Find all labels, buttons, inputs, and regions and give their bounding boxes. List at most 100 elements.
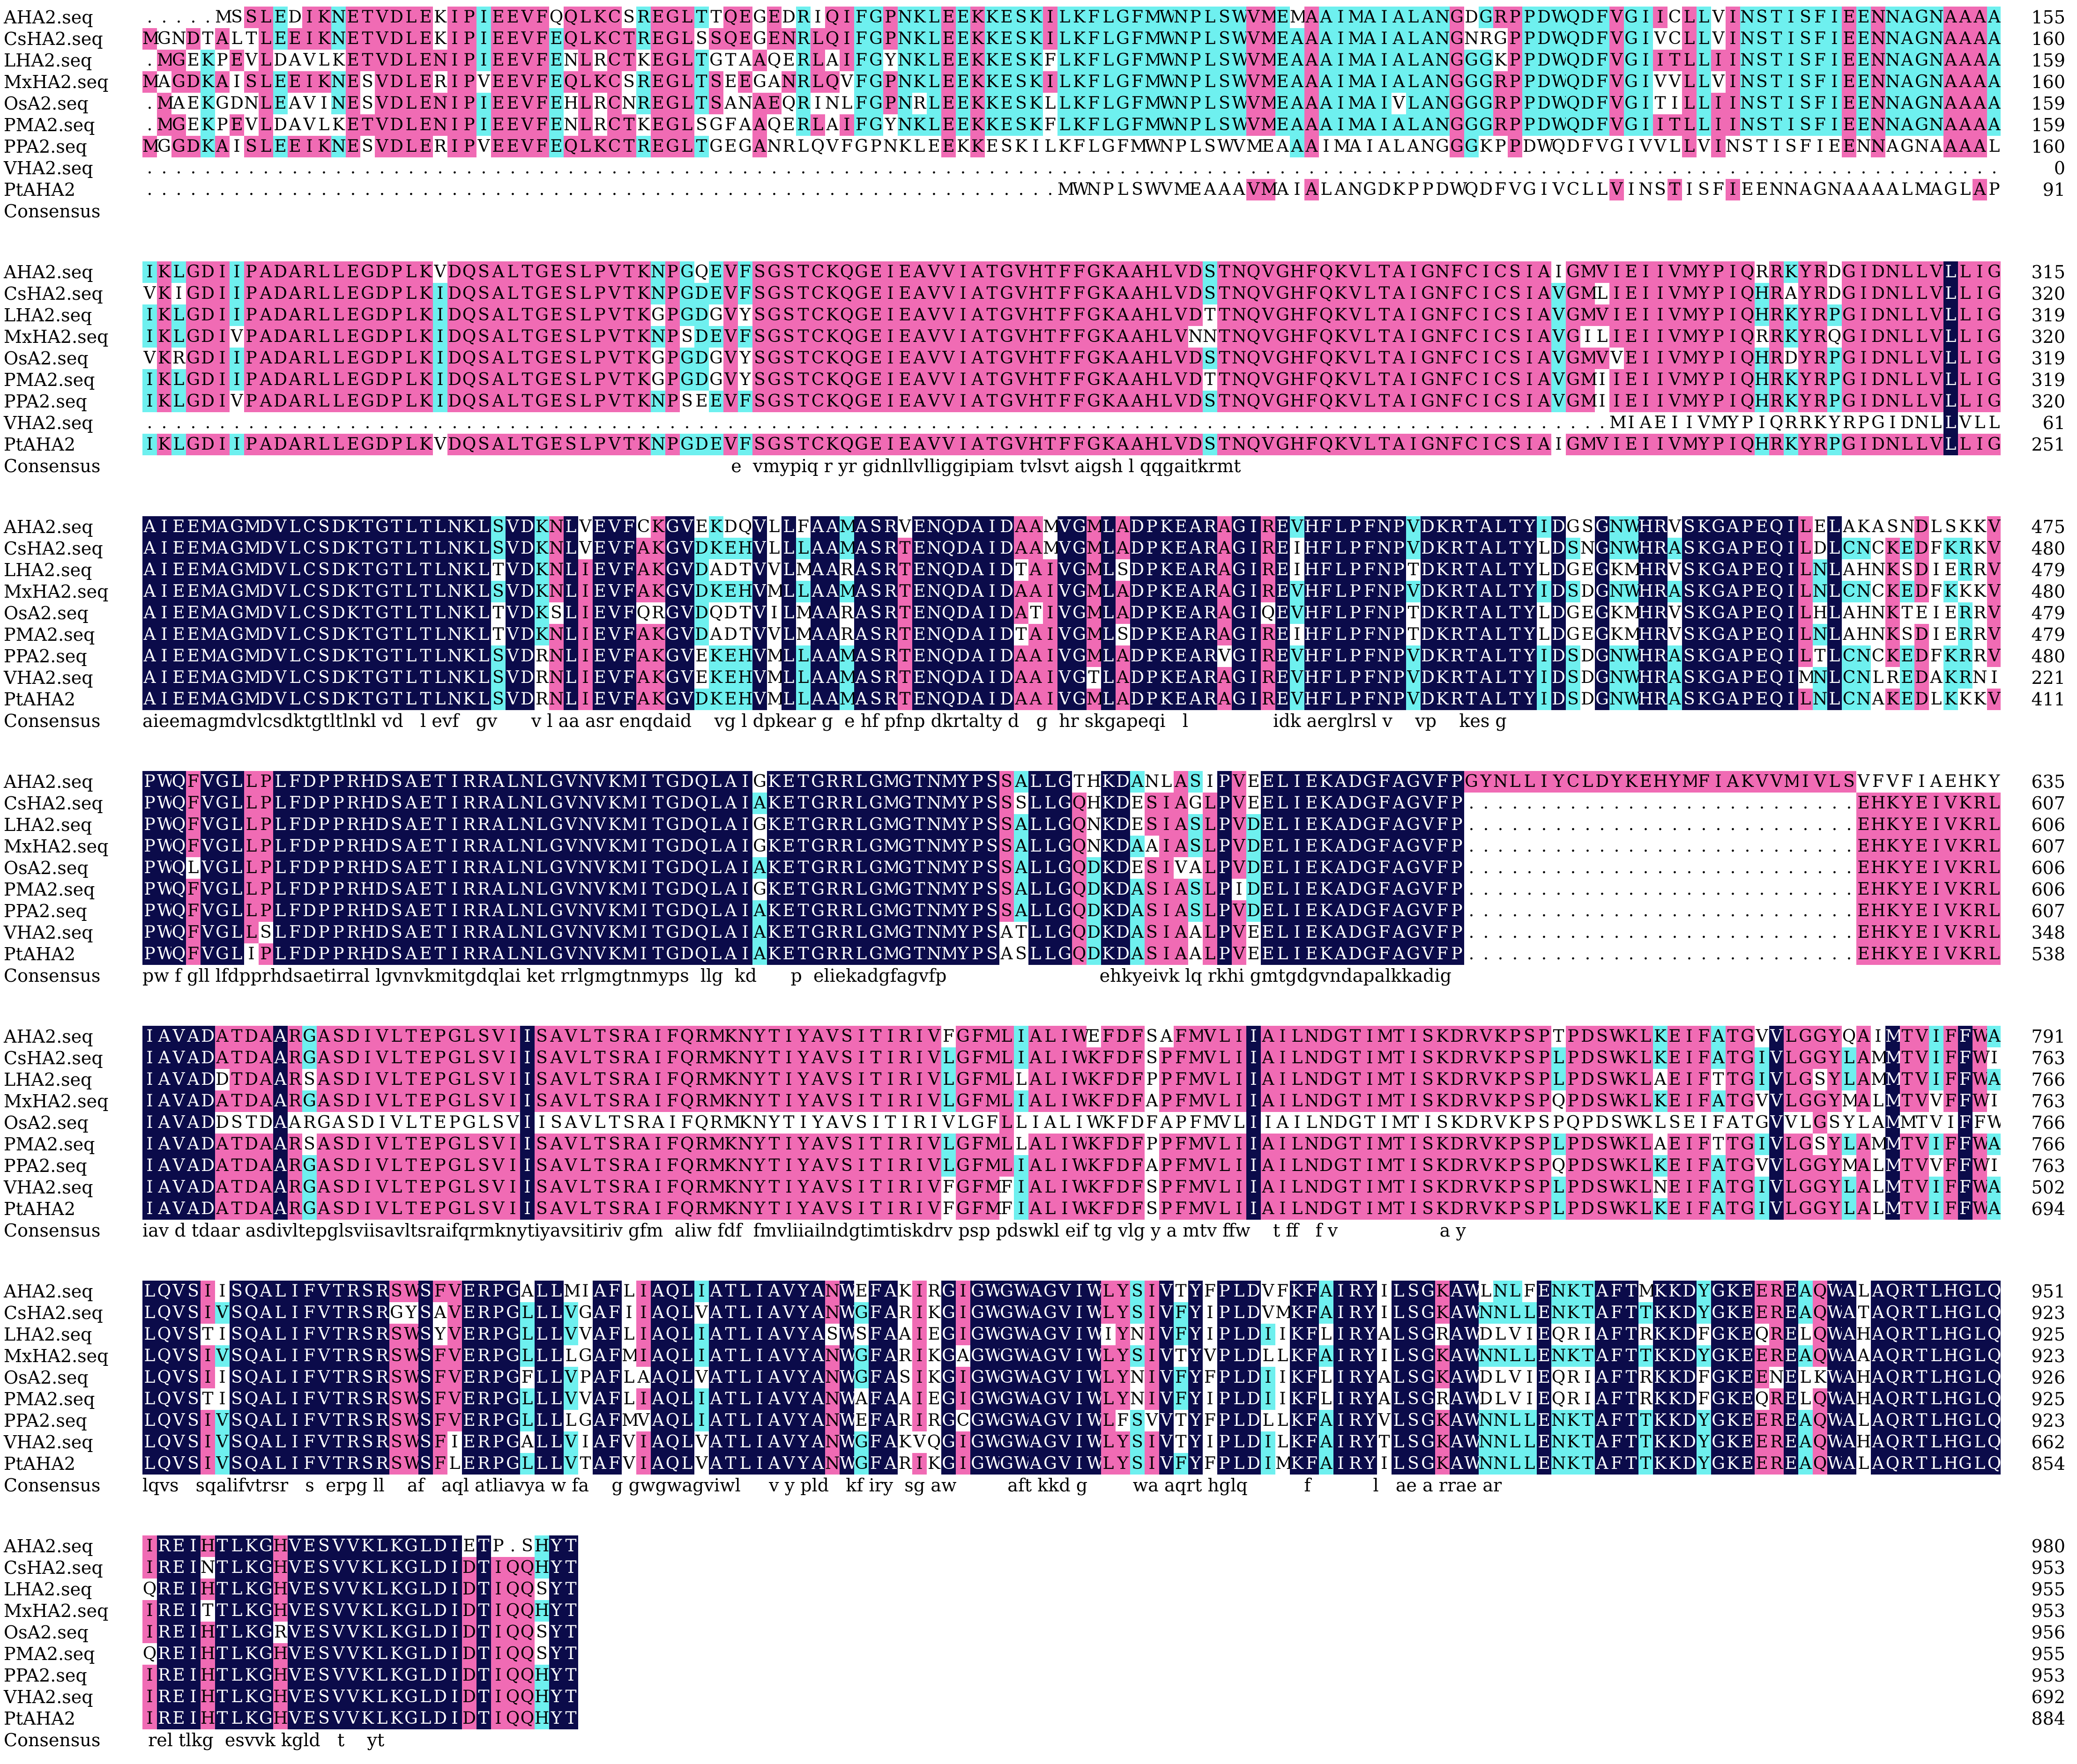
sequence-name: PtAHA2: [4, 689, 76, 710]
sequence-residues: ........................................…: [142, 179, 2001, 200]
residue-count: 662: [2031, 1432, 2065, 1453]
residue-count: 766: [2031, 1069, 2065, 1090]
consensus-sequence: e vmypiq r yr gidnllvlliggipiam tvlsvt a…: [142, 456, 1241, 476]
sequence-name: PMA2.seq: [4, 1134, 95, 1155]
residue-count: 319: [2031, 348, 2065, 369]
sequence-name: LHA2.seq: [4, 1324, 92, 1345]
consensus-sequence: rel tlkg esvvk kgld t yt: [142, 1730, 385, 1750]
residue-count: 953: [2031, 1665, 2065, 1686]
sequence-name: VHA2.seq: [4, 158, 93, 178]
residue-count: 320: [2031, 326, 2065, 347]
sequence-name: LHA2.seq: [4, 560, 92, 580]
sequence-name: PtAHA2: [4, 179, 76, 200]
sequence-name: PtAHA2: [4, 434, 76, 455]
residue-count: 319: [2031, 305, 2065, 326]
residue-count: 951: [2031, 1281, 2065, 1302]
sequence-name: AHA2.seq: [4, 7, 93, 28]
sequence-name: MxHA2.seq: [4, 836, 109, 857]
sequence-name: PMA2.seq: [4, 115, 95, 135]
sequence-name: MxHA2.seq: [4, 1346, 109, 1366]
sequence-name: MxHA2.seq: [4, 72, 109, 92]
sequence-name: PPA2.seq: [4, 1410, 87, 1431]
sequence-name: PtAHA2: [4, 1708, 76, 1729]
sequence-name: VHA2.seq: [4, 667, 93, 688]
sequence-name: CsHA2.seq: [4, 1557, 103, 1578]
sequence-name: OsA2.seq: [4, 93, 89, 114]
consensus-sequence: aieemagmdvlcsdktgtltlnkl vd l evf gv v l…: [142, 711, 1512, 731]
residue-count: 475: [2031, 517, 2065, 537]
residue-count: 480: [2031, 581, 2065, 602]
residue-count: 980: [2031, 1536, 2065, 1556]
residue-count: 791: [2031, 1026, 2065, 1047]
sequence-name: LHA2.seq: [4, 305, 92, 326]
residue-count: 763: [2031, 1156, 2065, 1176]
consensus-label: Consensus: [4, 711, 101, 731]
residue-count: 953: [2031, 1557, 2065, 1578]
residue-count: 923: [2031, 1303, 2065, 1323]
sequence-name: PtAHA2: [4, 1453, 76, 1474]
sequence-name: OsA2.seq: [4, 1367, 89, 1388]
residue-count: 91: [2042, 179, 2065, 200]
sequence-name: VHA2.seq: [4, 1687, 93, 1707]
residue-count: 160: [2031, 29, 2065, 49]
residue-count: 251: [2031, 434, 2065, 455]
residue-count: 953: [2031, 1601, 2065, 1621]
residue-count: 607: [2031, 901, 2065, 921]
sequence-name: CsHA2.seq: [4, 1048, 103, 1068]
sequence-name: PPA2.seq: [4, 646, 87, 667]
consensus-label: Consensus: [4, 456, 101, 476]
residue-count: 692: [2031, 1687, 2065, 1707]
sequence-name: PMA2.seq: [4, 1389, 95, 1409]
residue-count: 923: [2031, 1346, 2065, 1366]
residue-count: 635: [2031, 771, 2065, 792]
sequence-name: OsA2.seq: [4, 348, 89, 369]
residue-count: 923: [2031, 1410, 2065, 1431]
consensus-sequence: [142, 200, 2001, 222]
sequence-name: CsHA2.seq: [4, 283, 103, 304]
sequence-name: CsHA2.seq: [4, 538, 103, 559]
consensus-label: Consensus: [4, 201, 101, 222]
sequence-name: OsA2.seq: [4, 858, 89, 878]
sequence-name: PPA2.seq: [4, 1156, 87, 1176]
residue-count: 884: [2031, 1708, 2065, 1729]
sequence-name: MxHA2.seq: [4, 581, 109, 602]
consensus-label: Consensus: [4, 1220, 101, 1241]
residue-count: 606: [2031, 879, 2065, 900]
residue-count: 763: [2031, 1048, 2065, 1068]
residue-count: 159: [2031, 93, 2065, 114]
residue-count: 61: [2042, 413, 2065, 433]
